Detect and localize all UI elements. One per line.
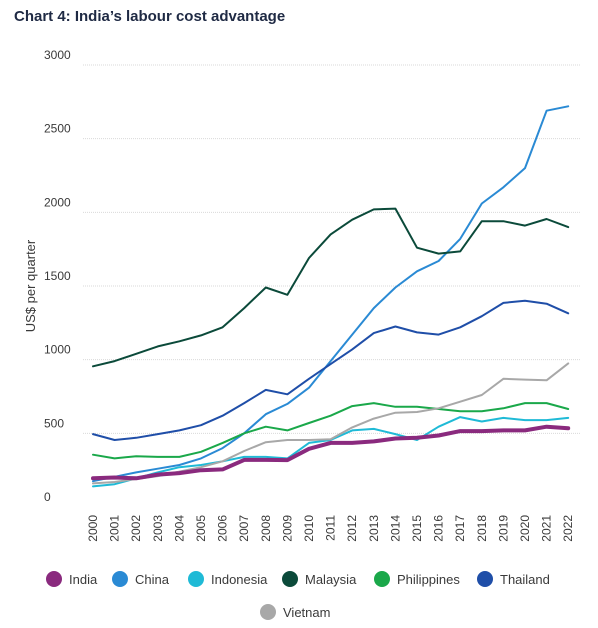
chart-title: Chart 4: India’s labour cost advantage [14,8,286,25]
xtick-label-2013: 2013 [367,515,381,542]
xtick-label-2017: 2017 [453,515,467,542]
ytick-label-2000: 2000 [44,195,71,209]
xtick-label-2003: 2003 [151,515,165,542]
legend-marker-indonesia [188,571,204,587]
xtick-label-2020: 2020 [518,515,532,542]
xtick-label-2009: 2009 [280,515,294,542]
legend-label-india: India [69,572,98,587]
xtick-label-2007: 2007 [237,515,251,542]
xtick-label-2005: 2005 [194,515,208,542]
xtick-label-2004: 2004 [172,515,186,542]
ytick-label-3000: 3000 [44,48,71,62]
legend-label-thailand: Thailand [500,572,550,587]
xtick-label-2000: 2000 [86,515,100,542]
ytick-label-2500: 2500 [44,122,71,136]
ytick-label-0: 0 [44,490,51,504]
xtick-label-2006: 2006 [216,515,230,542]
legend-marker-vietnam [260,604,276,620]
xtick-label-2022: 2022 [561,515,575,542]
ytick-label-1500: 1500 [44,269,71,283]
legend-marker-india [46,571,62,587]
xtick-label-2008: 2008 [259,515,273,542]
legend-label-malaysia: Malaysia [305,572,357,587]
xtick-label-2010: 2010 [302,515,316,542]
xtick-label-2001: 2001 [108,515,122,542]
series-line-philippines [92,402,570,460]
xtick-label-2018: 2018 [475,515,489,542]
xtick-label-2015: 2015 [410,515,424,542]
legend-label-china: China [135,572,170,587]
series-line-vietnam [92,362,570,485]
series-line-india [91,424,571,481]
xtick-label-2014: 2014 [388,515,402,542]
y-axis-label: US$ per quarter [23,239,38,332]
legend-label-vietnam: Vietnam [283,605,330,620]
legend-label-philippines: Philippines [397,572,460,587]
xtick-label-2016: 2016 [432,515,446,542]
ytick-label-1000: 1000 [44,343,71,357]
series-line-china [92,105,570,483]
series-line-malaysia [92,207,570,368]
xtick-label-2012: 2012 [345,515,359,542]
series-line-thailand [92,299,570,441]
legend-marker-malaysia [282,571,298,587]
legend-marker-thailand [477,571,493,587]
ytick-label-500: 500 [44,416,64,430]
xtick-label-2021: 2021 [540,515,554,542]
legend-marker-philippines [374,571,390,587]
legend-label-indonesia: Indonesia [211,572,268,587]
xtick-label-2002: 2002 [129,515,143,542]
xtick-label-2011: 2011 [324,515,338,541]
xtick-label-2019: 2019 [496,515,510,542]
legend-marker-china [112,571,128,587]
